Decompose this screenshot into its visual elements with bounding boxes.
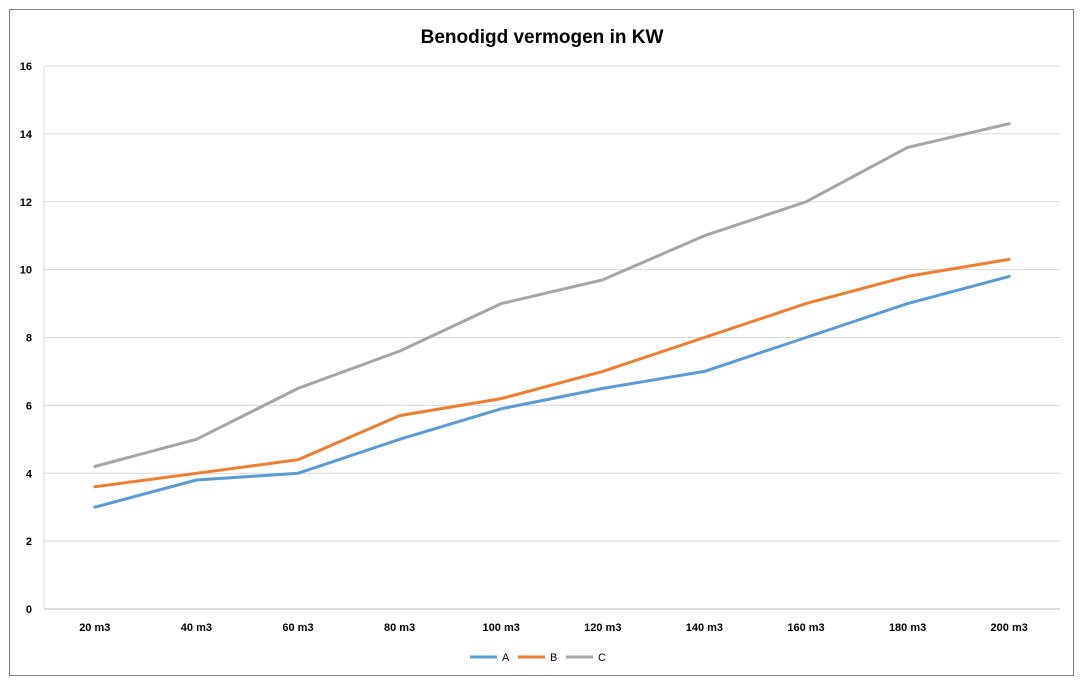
x-tick-label: 140 m3 — [686, 622, 723, 634]
x-axis: 20 m3 40 m3 60 m3 80 m3 100 m3 120 m3 140 m3 16… — [44, 608, 1060, 634]
x-tick-label: 60 m3 — [282, 622, 313, 634]
y-tick-label: 6 — [26, 400, 32, 412]
series-line-a — [93, 274, 1011, 509]
chart-frame — [9, 9, 1074, 676]
gridlines — [44, 65, 1060, 542]
series-lines — [93, 122, 1011, 509]
legend: A B C — [470, 652, 606, 664]
y-tick-label: 16 — [20, 61, 32, 73]
y-axis: 0 2 4 6 8 10 12 14 16 — [20, 61, 45, 616]
legend-label-a: A — [502, 652, 510, 664]
y-tick-label: 2 — [26, 536, 32, 548]
legend-label-c: C — [598, 652, 606, 664]
y-tick-label: 0 — [26, 604, 32, 616]
legend-label-b: B — [550, 652, 557, 664]
x-tick-label: 160 m3 — [787, 622, 824, 634]
series-line-b — [93, 257, 1011, 489]
series-line-c — [93, 122, 1011, 468]
y-tick-label: 8 — [26, 333, 32, 345]
chart-title: Benodigd vermogen in KW — [421, 27, 664, 48]
x-tick-label: 80 m3 — [384, 622, 415, 634]
y-tick-label: 12 — [20, 197, 32, 209]
x-tick-label: 100 m3 — [483, 622, 520, 634]
x-tick-label: 40 m3 — [181, 622, 212, 634]
x-tick-label: 20 m3 — [79, 622, 110, 634]
x-tick-label: 180 m3 — [889, 622, 926, 634]
x-tick-label: 200 m3 — [991, 622, 1028, 634]
x-tick-label: 120 m3 — [584, 622, 621, 634]
y-tick-label: 4 — [26, 468, 33, 480]
y-tick-label: 14 — [20, 129, 33, 141]
y-tick-label: 10 — [20, 265, 32, 277]
